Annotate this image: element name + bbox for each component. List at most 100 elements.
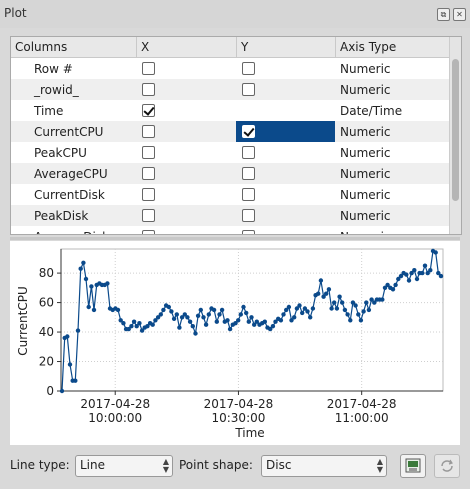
data-point — [385, 282, 390, 288]
table-row[interactable]: CurrentDisk Numeric — [11, 184, 449, 205]
data-point — [139, 328, 145, 333]
column-name: _rowid_ — [34, 83, 79, 97]
table-row[interactable]: PeakDisk Numeric — [11, 205, 449, 226]
data-point — [369, 297, 374, 302]
data-point — [433, 250, 438, 255]
y-tick-label: 60 — [39, 296, 54, 310]
data-point — [342, 307, 348, 313]
table-row[interactable]: Time Date/Time — [11, 100, 449, 121]
data-point — [372, 300, 377, 305]
refresh-plot-button[interactable] — [434, 454, 460, 478]
x-checkbox[interactable] — [142, 230, 155, 234]
data-point — [436, 270, 441, 276]
axis-type: Numeric — [340, 146, 391, 160]
table-row[interactable]: _rowid_ Numeric — [11, 79, 449, 100]
data-point — [195, 313, 201, 318]
x-checkbox[interactable] — [142, 146, 155, 159]
data-point — [302, 306, 308, 311]
y-checkbox[interactable] — [242, 83, 255, 96]
data-point — [105, 281, 110, 286]
data-point — [219, 307, 225, 313]
y-checkbox[interactable] — [242, 167, 255, 180]
y-tick-label: 40 — [39, 325, 54, 339]
float-window-icon[interactable]: ⧉ — [437, 8, 450, 21]
data-point — [214, 319, 219, 324]
x-checkbox[interactable] — [142, 188, 155, 201]
data-point — [350, 300, 356, 305]
header-columns[interactable]: Columns — [15, 40, 68, 54]
table-row[interactable]: AverageCPU Numeric — [11, 163, 449, 184]
data-point — [316, 291, 321, 296]
data-point — [305, 309, 310, 314]
y-checkbox[interactable] — [242, 230, 255, 234]
table-row[interactable]: CurrentCPU Numeric — [11, 121, 449, 142]
data-point — [310, 306, 316, 311]
data-point — [412, 268, 417, 273]
x-checkbox[interactable] — [142, 209, 155, 222]
data-point — [67, 362, 73, 367]
y-checkbox[interactable] — [242, 62, 255, 75]
splitter-handle[interactable] — [10, 237, 460, 240]
data-point — [358, 318, 364, 323]
data-point — [169, 309, 174, 314]
data-point — [244, 310, 249, 316]
column-name: CurrentDisk — [34, 188, 105, 202]
data-point — [390, 287, 396, 292]
data-point — [393, 282, 398, 288]
save-image-icon — [405, 458, 421, 473]
data-point — [201, 315, 206, 320]
y-checkbox[interactable] — [242, 125, 255, 138]
header-axis-type[interactable]: Axis Type — [340, 40, 397, 54]
data-point — [118, 318, 123, 323]
data-point — [300, 310, 305, 316]
data-point — [227, 326, 233, 332]
plot-area[interactable]: 0 20 40 60 80 2017-04-28 10:00:00 2017-04-28 10:… — [10, 241, 460, 445]
data-point — [324, 291, 329, 296]
table-row[interactable]: PeakCPU Numeric — [11, 142, 449, 163]
column-name: Row # — [34, 62, 73, 76]
data-point — [134, 324, 139, 329]
data-point — [270, 324, 276, 329]
data-point — [428, 268, 433, 273]
data-point — [171, 316, 177, 321]
data-point — [318, 278, 324, 283]
data-point — [337, 294, 342, 299]
line-type-label: Line type: — [10, 458, 70, 472]
table-scrollbar[interactable] — [449, 37, 461, 234]
y-tick-label: 0 — [46, 384, 54, 398]
x-checkbox[interactable] — [142, 125, 155, 138]
data-point — [236, 318, 241, 323]
axis-type: Numeric — [340, 62, 391, 76]
scrollbar-thumb[interactable] — [452, 59, 459, 201]
axis-type: Numeric — [340, 209, 391, 223]
column-name: PeakDisk — [34, 209, 89, 223]
x-checkbox[interactable] — [142, 62, 155, 75]
y-checkbox[interactable] — [242, 146, 255, 159]
x-checkbox[interactable] — [142, 167, 155, 180]
table-row[interactable]: Row # Numeric — [11, 58, 449, 79]
data-point — [396, 276, 401, 282]
header-divider — [236, 37, 237, 57]
x-checkbox[interactable] — [142, 104, 155, 117]
data-point — [262, 319, 267, 324]
data-point — [241, 304, 246, 310]
data-point — [249, 315, 254, 320]
selected-cell-highlight — [236, 121, 335, 142]
x-checkbox[interactable] — [142, 83, 155, 96]
header-y[interactable]: Y — [241, 40, 249, 54]
chart[interactable]: 0204060802017-04-2810:00:002017-04-2810:… — [10, 241, 460, 445]
header-x[interactable]: X — [141, 40, 150, 54]
table-row[interactable]: AverageDisk Numeric — [11, 226, 449, 234]
line-type-select[interactable]: Line ▲ ▼ — [75, 455, 173, 477]
y-checkbox[interactable] — [242, 188, 255, 201]
data-point — [155, 315, 161, 320]
point-shape-select[interactable]: Disc ▲ ▼ — [261, 455, 387, 477]
y-tick-label: 20 — [39, 355, 54, 369]
y-checkbox[interactable] — [242, 209, 255, 222]
close-window-icon[interactable]: ✕ — [453, 8, 466, 21]
data-point — [182, 312, 187, 317]
save-plot-button[interactable] — [400, 454, 426, 478]
axis-type: Numeric — [340, 188, 391, 202]
data-point — [78, 266, 83, 271]
axis-type: Numeric — [340, 83, 391, 97]
